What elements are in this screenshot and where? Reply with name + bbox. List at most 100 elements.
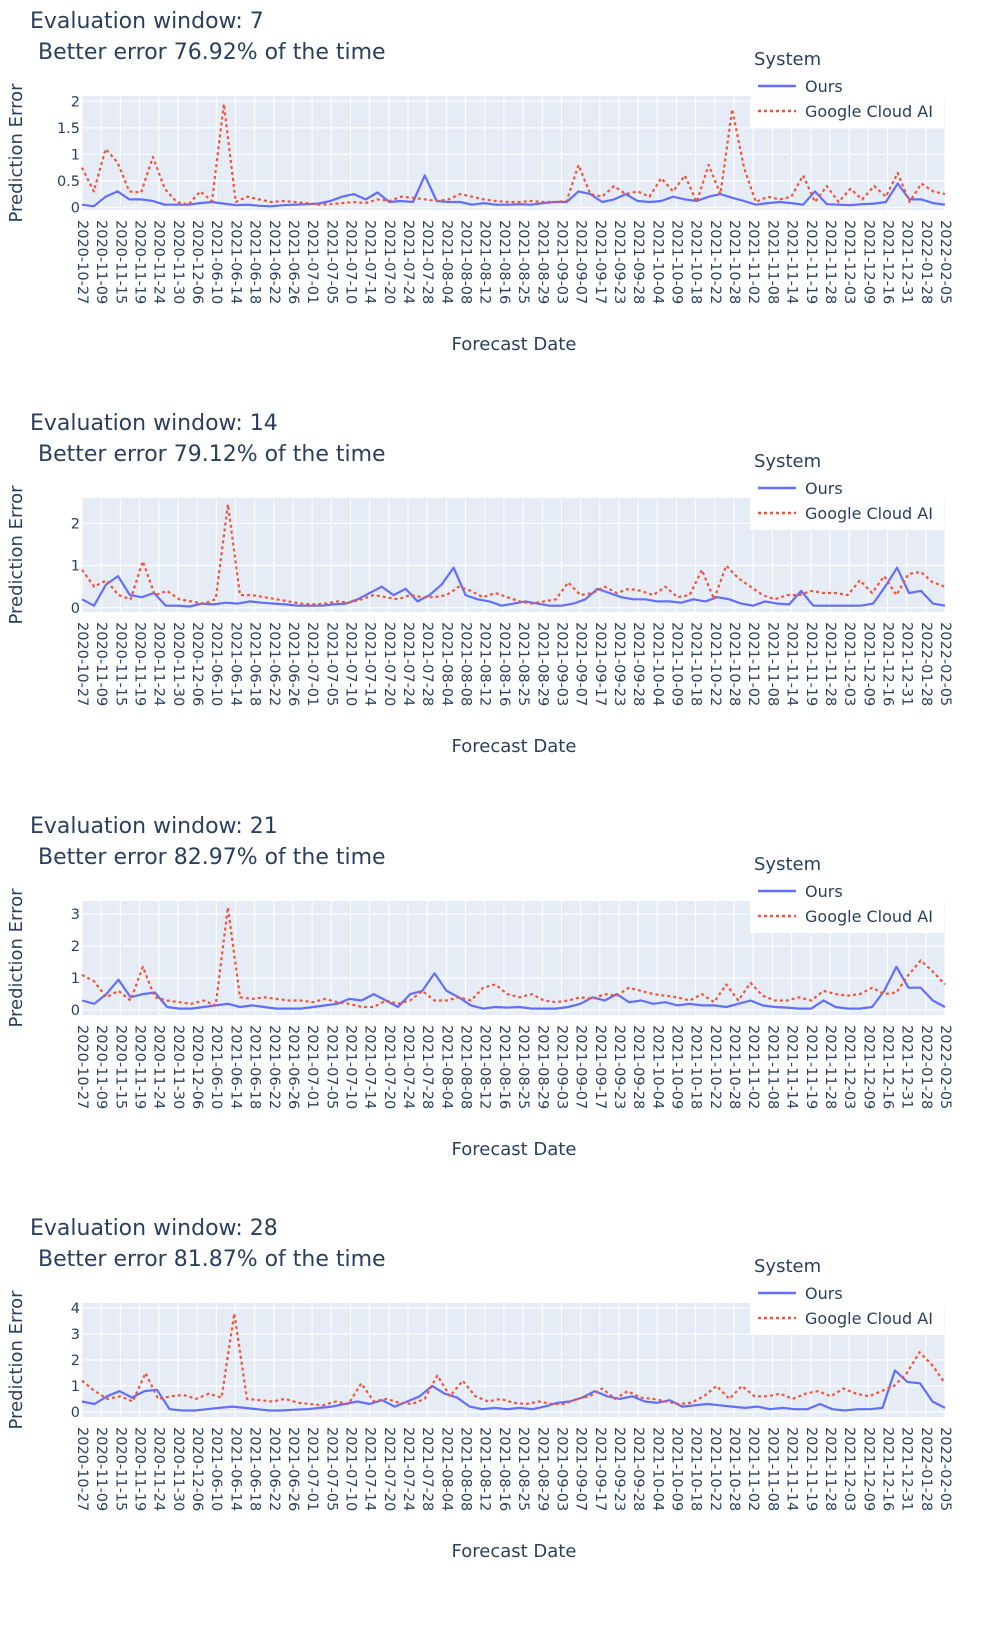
x-tick-label: 2021-09-28 [630,622,646,706]
legend-item-google-cloud-ai[interactable]: Google Cloud AI [805,102,933,121]
y-tick-label: 1 [71,559,80,575]
x-tick-label: 2021-08-12 [477,622,493,706]
x-tick-label: 2021-12-03 [841,1025,857,1109]
x-tick-label: 2021-09-17 [592,622,608,706]
series-line-google-cloud-ai [81,102,946,206]
x-tick-label: 2021-11-19 [803,622,819,706]
x-tick-label: 2021-07-28 [419,622,435,706]
x-tick-label: 2020-11-19 [132,1427,148,1511]
x-tick-label: 2021-09-07 [573,1025,589,1109]
legend-item-ours[interactable]: Ours [805,1284,843,1303]
chart-title: Evaluation window: 21 [30,814,278,839]
x-tick-label: 2021-12-03 [841,220,857,304]
x-tick-label: 2021-06-14 [227,1025,243,1109]
legend-item-ours[interactable]: Ours [805,479,843,498]
x-tick-label: 2021-12-03 [841,1427,857,1511]
series-line-google-cloud-ai [81,906,946,1009]
x-tick-label: 2021-12-03 [841,622,857,706]
y-tick-label: 1 [71,1379,80,1395]
legend-item-google-cloud-ai[interactable]: Google Cloud AI [805,907,933,926]
x-tick-label: 2021-08-16 [496,220,512,304]
x-tick-label: 2021-07-10 [342,622,358,706]
x-tick-label: 2021-12-09 [860,1427,876,1511]
legend: System Ours Google Cloud AI [750,49,944,128]
x-tick-label: 2020-11-19 [132,1025,148,1109]
x-tick-label: 2021-10-22 [707,622,723,706]
x-tick-label: 2021-06-26 [285,1427,301,1511]
y-tick-label: 3 [71,907,80,923]
x-tick-label: 2021-09-03 [553,622,569,706]
x-tick-label: 2020-12-06 [189,1025,205,1109]
x-tick-label: 2021-09-07 [573,622,589,706]
x-tick-label: 2021-09-23 [611,622,627,706]
x-tick-label: 2020-11-24 [151,1427,167,1511]
x-tick-label: 2022-01-28 [918,220,934,304]
x-tick-label: 2021-11-28 [822,1427,838,1511]
x-tick-label: 2021-10-28 [726,1427,742,1511]
x-tick-label: 2021-08-04 [438,220,454,304]
x-tick-label: 2021-10-18 [688,1025,704,1109]
legend-item-google-cloud-ai[interactable]: Google Cloud AI [805,1309,933,1328]
x-tick-label: 2021-06-14 [227,1427,243,1511]
x-tick-label: 2021-11-08 [764,1025,780,1109]
x-tick-label: 2020-11-15 [112,622,128,706]
chart-subtitle: Better error 76.92% of the time [38,40,386,65]
series-line-ours [81,965,946,1010]
x-tick-label: 2021-08-29 [534,622,550,706]
x-tick-label: 2021-06-10 [208,220,224,304]
x-tick-label: 2021-08-08 [458,1427,474,1511]
x-tick-label: 2021-07-05 [323,220,339,304]
legend-item-google-cloud-ai[interactable]: Google Cloud AI [805,504,933,523]
x-tick-label: 2020-11-30 [170,1025,186,1109]
x-tick-label: 2021-08-16 [496,1025,512,1109]
x-tick-label: 2021-10-18 [688,622,704,706]
y-axis-title: Prediction Error [6,485,27,625]
x-tick-label: 2021-11-02 [745,1427,761,1511]
series-line-google-cloud-ai [81,503,946,606]
x-tick-label: 2021-07-14 [362,622,378,706]
x-axis-title: Forecast Date [452,736,577,757]
x-tick-label: 2021-07-28 [419,1427,435,1511]
y-axis-title: Prediction Error [6,888,27,1028]
chart-panel-0: Evaluation window: 7 Better error 76.92% … [6,9,953,355]
x-tick-label: 2021-07-24 [400,622,416,706]
x-tick-label: 2021-09-23 [611,1427,627,1511]
x-tick-label: 2021-06-18 [247,220,263,304]
x-tick-label: 2021-08-16 [496,1427,512,1511]
x-tick-label: 2021-06-14 [227,622,243,706]
x-tick-label: 2021-10-04 [649,1025,665,1109]
x-tick-label: 2020-11-30 [170,220,186,304]
x-tick-label: 2020-10-27 [74,1025,90,1109]
legend-item-ours[interactable]: Ours [805,77,843,96]
chart-subtitle: Better error 82.97% of the time [38,845,386,870]
y-tick-label: 0 [71,1405,80,1421]
x-tick-label: 2021-10-28 [726,622,742,706]
x-tick-label: 2021-12-16 [879,220,895,304]
x-tick-label: 2020-11-09 [93,1427,109,1511]
x-tick-label: 2021-07-14 [362,220,378,304]
x-tick-label: 2021-07-14 [362,1427,378,1511]
x-tick-label: 2021-06-22 [266,1025,282,1109]
x-tick-label: 2021-11-14 [784,220,800,304]
legend-item-ours[interactable]: Ours [805,882,843,901]
x-tick-label: 2021-10-09 [669,220,685,304]
legend-background [750,70,944,128]
x-tick-label: 2021-12-31 [899,622,915,706]
chart-panel-2: Evaluation window: 21 Better error 82.97%… [6,814,953,1160]
x-tick-label: 2021-07-20 [381,622,397,706]
x-tick-label: 2021-09-23 [611,220,627,304]
x-tick-label: 2021-09-17 [592,220,608,304]
legend-title: System [754,1256,821,1277]
x-tick-label: 2021-12-31 [899,1427,915,1511]
x-tick-label: 2021-06-14 [227,220,243,304]
x-tick-label: 2021-08-25 [515,220,531,304]
y-tick-label: 3 [71,1327,80,1343]
x-tick-label: 2020-11-24 [151,1025,167,1109]
x-tick-label: 2021-12-16 [879,622,895,706]
x-tick-label: 2021-10-04 [649,220,665,304]
legend-title: System [754,451,821,472]
x-tick-label: 2021-11-28 [822,220,838,304]
x-tick-label: 2021-12-09 [860,220,876,304]
x-tick-label: 2021-08-16 [496,622,512,706]
x-tick-label: 2021-07-28 [419,1025,435,1109]
